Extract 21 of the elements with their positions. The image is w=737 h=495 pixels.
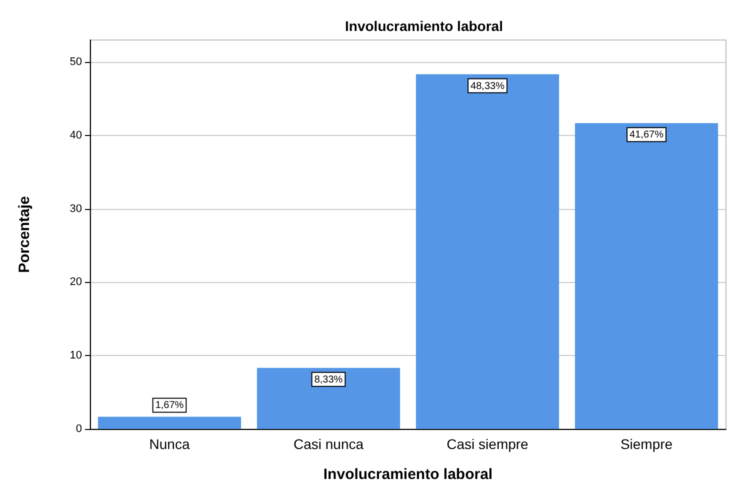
x-axis-title: Involucramiento laboral <box>323 466 493 483</box>
x-tick-label: Nunca <box>149 436 190 452</box>
data-label: 8,33% <box>314 374 343 386</box>
data-label: 41,67% <box>630 130 664 141</box>
x-tick-label: Siempre <box>620 436 673 452</box>
bar <box>574 123 718 429</box>
bar <box>98 416 242 429</box>
bar <box>256 368 400 429</box>
y-tick-label: 0 <box>76 423 82 435</box>
bar <box>416 74 560 429</box>
y-tick-label: 30 <box>70 202 82 215</box>
y-tick-label: 10 <box>70 350 82 362</box>
y-tick-label: 40 <box>70 129 82 142</box>
x-tick-label: Casi nunca <box>293 436 364 452</box>
data-label: 48,33% <box>470 80 505 92</box>
y-axis-title: Porcentaje <box>16 196 33 273</box>
y-tick-label: 20 <box>70 276 82 288</box>
data-label: 1,67% <box>155 400 184 412</box>
chart-title: Involucramiento laboral <box>345 18 503 34</box>
y-tick-label: 50 <box>70 56 82 68</box>
x-tick-label: Casi siempre <box>446 436 529 452</box>
